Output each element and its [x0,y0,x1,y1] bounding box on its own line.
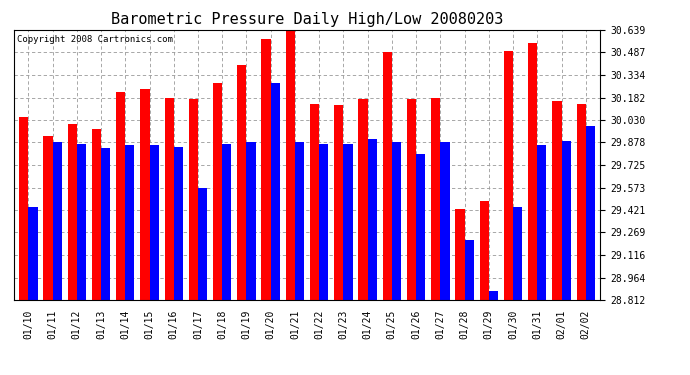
Bar [455,209,464,300]
Bar [319,144,328,300]
Bar [262,39,270,300]
Bar [440,142,450,300]
Bar [213,83,222,300]
Bar [140,89,150,300]
Bar [43,136,52,300]
Bar [358,99,368,300]
Bar [480,201,489,300]
Bar [174,147,183,300]
Bar [101,148,110,300]
Title: Barometric Pressure Daily High/Low 20080203: Barometric Pressure Daily High/Low 20080… [111,12,503,27]
Bar [92,129,101,300]
Bar [19,117,28,300]
Bar [77,144,86,300]
Bar [52,142,62,300]
Bar [237,65,246,300]
Bar [538,145,546,300]
Bar [334,105,344,300]
Bar [295,142,304,300]
Bar [407,99,416,300]
Bar [416,154,425,300]
Bar [164,98,174,300]
Bar [562,141,571,300]
Bar [310,104,319,300]
Bar [504,51,513,300]
Bar [198,188,207,300]
Bar [116,92,126,300]
Text: Copyright 2008 Cartronics.com: Copyright 2008 Cartronics.com [17,35,172,44]
Bar [528,43,538,300]
Bar [586,126,595,300]
Bar [189,99,198,300]
Bar [344,144,353,300]
Bar [270,83,280,300]
Bar [222,144,231,300]
Bar [68,124,77,300]
Bar [286,32,295,300]
Bar [489,291,498,300]
Bar [28,207,37,300]
Bar [126,145,135,300]
Bar [464,240,474,300]
Bar [577,104,586,300]
Bar [431,98,440,300]
Bar [392,142,401,300]
Bar [246,142,256,300]
Bar [150,145,159,300]
Bar [383,52,392,300]
Bar [368,139,377,300]
Bar [513,207,522,300]
Bar [552,101,562,300]
